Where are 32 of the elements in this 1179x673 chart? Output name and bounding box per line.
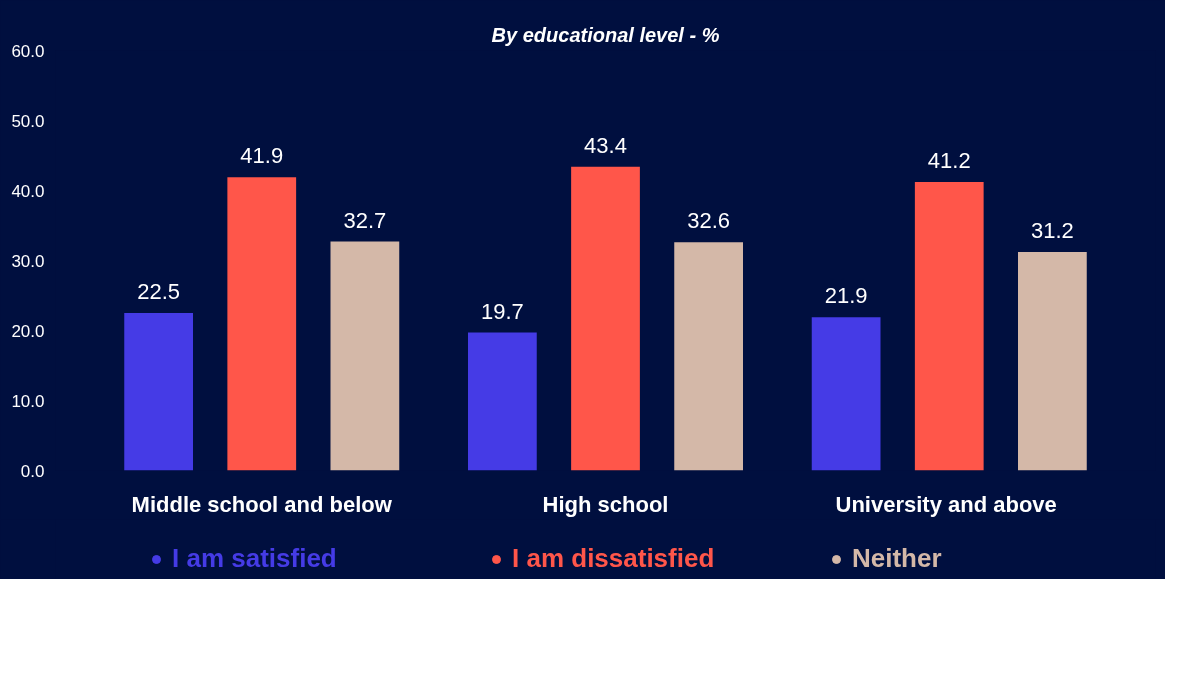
bar <box>811 317 881 471</box>
data-label: 31.2 <box>1030 218 1074 244</box>
y-tick-label: 30.0 <box>11 251 45 271</box>
legend-label: I am dissatisfied <box>512 543 715 574</box>
y-tick-label: 50.0 <box>11 111 45 131</box>
data-label: 19.7 <box>480 298 524 324</box>
data-label: 41.2 <box>927 148 971 174</box>
data-label: 22.5 <box>137 279 181 304</box>
x-tick-label: High school <box>542 491 669 517</box>
data-label: 32.6 <box>687 208 731 234</box>
bar <box>1018 252 1087 471</box>
data-label: 43.4 <box>584 132 627 158</box>
bar <box>468 332 537 471</box>
chart-title: By educational level - % <box>491 23 720 46</box>
legend-label: I am satisfied <box>172 543 337 574</box>
legend-label: Neither <box>852 543 942 574</box>
bar <box>571 166 640 471</box>
bar <box>914 182 984 471</box>
y-tick-label: 10.0 <box>11 391 45 411</box>
bar <box>674 242 743 471</box>
bar <box>330 241 400 471</box>
data-label: 41.9 <box>240 143 284 169</box>
y-tick-label: 40.0 <box>11 181 45 201</box>
bar <box>124 313 193 471</box>
y-tick-label: 20.0 <box>11 321 45 341</box>
y-tick-label: 60.0 <box>11 41 45 61</box>
y-tick-label: 0.0 <box>20 461 45 481</box>
x-tick-label: University and above <box>835 491 1057 517</box>
bar <box>227 177 297 471</box>
data-label: 32.7 <box>343 207 387 233</box>
data-label: 21.9 <box>824 283 868 309</box>
x-tick-label: Middle school and below <box>131 491 393 517</box>
